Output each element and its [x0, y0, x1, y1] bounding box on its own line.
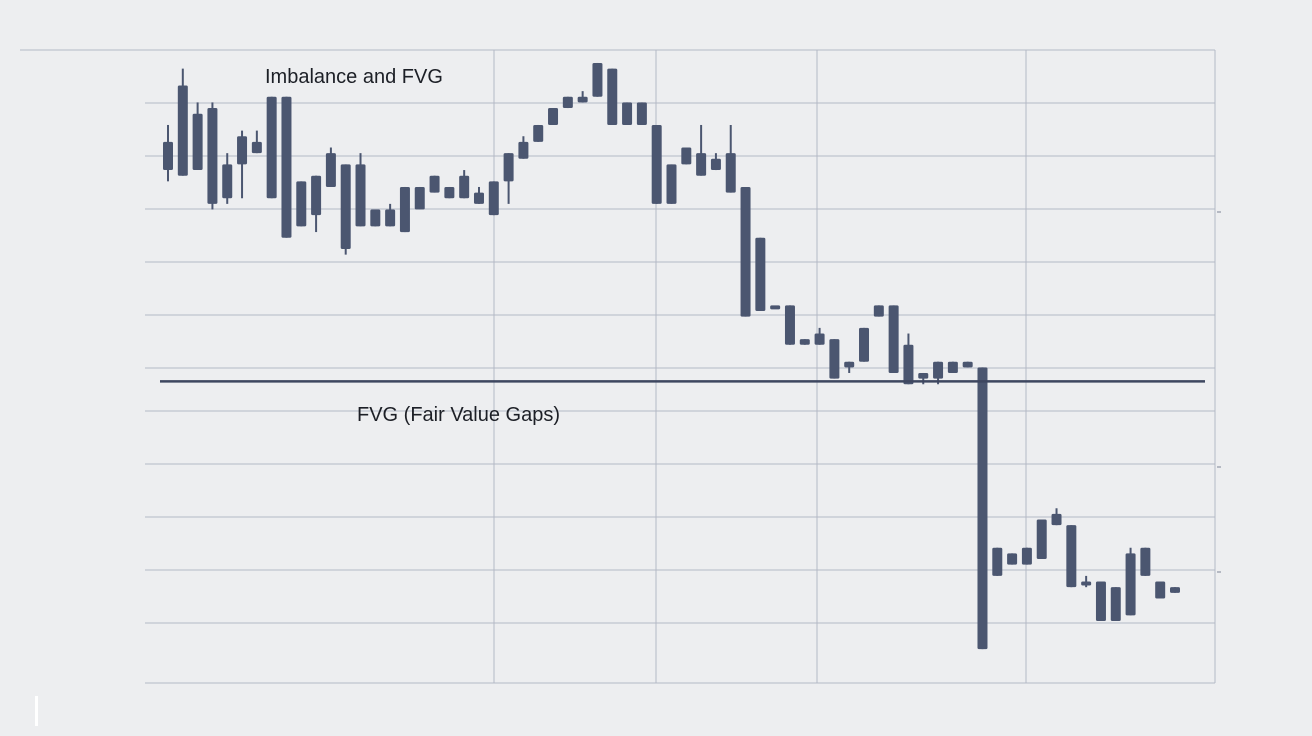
candle-body	[903, 344, 914, 385]
candle-body	[414, 186, 425, 210]
candle-body	[592, 62, 603, 97]
candle-body	[1051, 513, 1062, 526]
candle-body	[651, 124, 662, 204]
candle-body	[829, 339, 840, 379]
candle-body	[1140, 547, 1151, 576]
candle-body	[340, 164, 351, 249]
candle-body	[1021, 547, 1032, 565]
candle-body	[1125, 553, 1136, 616]
text-cursor-mark	[35, 696, 38, 726]
candle-body	[237, 136, 248, 165]
candle-body	[1081, 581, 1092, 586]
candle-body	[696, 153, 707, 176]
candle-body	[873, 305, 884, 317]
candle-body	[1155, 581, 1166, 599]
candle-body	[518, 141, 529, 159]
candle-body	[681, 147, 692, 165]
candle-body	[918, 372, 929, 379]
fvg-annotation: FVG (Fair Value Gaps)	[357, 404, 560, 426]
candle-body	[799, 339, 810, 345]
candle-body	[325, 153, 336, 187]
candle-body	[784, 305, 795, 345]
candle-body	[533, 124, 544, 142]
candle-body	[548, 108, 559, 125]
candle-body	[488, 181, 499, 216]
candle-body	[770, 305, 781, 310]
candles	[163, 62, 1180, 650]
candle-body	[947, 361, 958, 373]
candle-body	[607, 68, 618, 125]
candle-body	[740, 186, 751, 317]
candle-body	[311, 175, 322, 216]
candle-body	[459, 175, 470, 199]
candle-body	[710, 158, 721, 171]
candle-body	[666, 164, 677, 204]
candle-body	[355, 164, 366, 227]
candle-body	[1170, 587, 1180, 593]
candle-body	[399, 186, 410, 233]
candle-body	[1007, 553, 1018, 565]
candle-body	[859, 327, 870, 362]
candle-body	[992, 547, 1003, 576]
candle-body	[207, 108, 218, 204]
candle-body	[814, 333, 825, 345]
candle-body	[1036, 519, 1047, 559]
candle-body	[725, 153, 736, 193]
candle-body	[370, 209, 381, 227]
grid	[20, 49, 1221, 684]
candle-body	[933, 361, 944, 379]
candle-body	[577, 96, 588, 103]
candle-body	[844, 361, 855, 368]
candle-body	[296, 181, 307, 227]
candle-body	[385, 209, 396, 227]
candle-body	[1110, 587, 1121, 621]
candle-body	[192, 113, 203, 171]
candle-body	[636, 102, 647, 125]
candle-body	[562, 96, 573, 109]
candle-body	[888, 305, 899, 373]
candle-body	[473, 192, 484, 204]
candle-body	[177, 85, 188, 176]
candle-body	[977, 367, 988, 650]
chart-title: Imbalance and FVG	[265, 66, 443, 88]
candle-body	[266, 96, 277, 199]
candle-body	[163, 141, 173, 171]
candle-body	[281, 96, 292, 238]
candle-body	[1066, 525, 1077, 588]
candle-body	[251, 141, 262, 154]
candle-body	[222, 164, 233, 199]
candle-body	[962, 361, 973, 368]
candle-body	[622, 102, 633, 125]
candle-body	[1095, 581, 1106, 621]
candle-body	[444, 186, 455, 199]
candle-body	[429, 175, 440, 193]
candle-body	[503, 153, 514, 182]
candle-body	[755, 237, 766, 311]
